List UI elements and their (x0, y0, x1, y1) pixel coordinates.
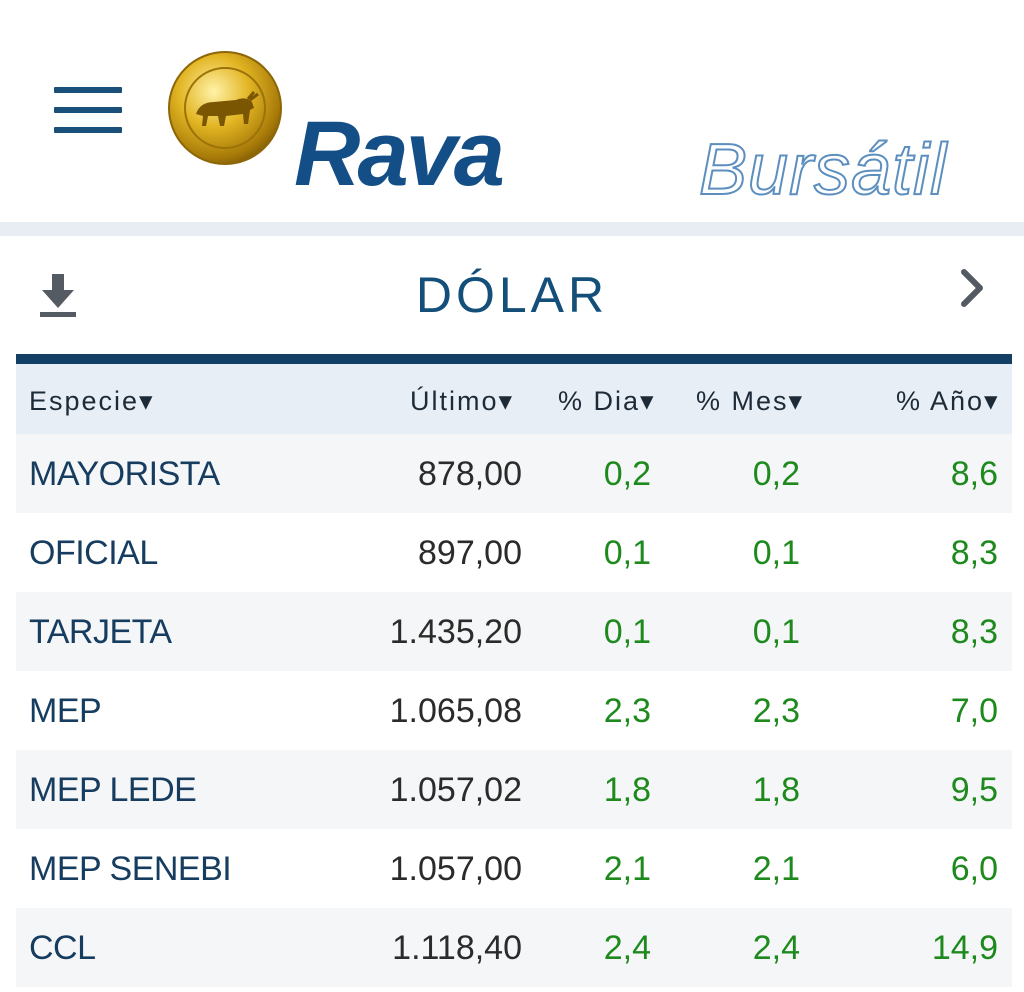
dia-cell: 1,8 (603, 771, 651, 809)
header-divider (0, 222, 1024, 236)
table-row[interactable]: MEP LEDE 1.057,02 1,8 1,8 9,5 (16, 750, 1012, 829)
table-row[interactable]: CCL 1.118,40 2,4 2,4 14,9 (16, 908, 1012, 987)
column-header-especie[interactable]: Especie▾ (29, 386, 155, 416)
logo-wordmark: Rava (294, 103, 505, 205)
especie-cell[interactable]: CCL (29, 929, 96, 967)
table-row[interactable]: OFICIAL 897,00 0,1 0,1 8,3 (16, 513, 1012, 592)
card-header (16, 236, 1012, 354)
column-header-anio[interactable]: % Año▾ (896, 386, 1000, 416)
table-header: Especie▾ Último▾ % Dia▾ % Mes▾ % Año▾ (16, 364, 1012, 434)
dia-cell: 0,2 (603, 455, 651, 493)
rava-bursatil-logo[interactable]: Rava Bursátil (166, 50, 947, 207)
dia-cell: 0,1 (603, 613, 651, 651)
dia-cell: 2,4 (603, 929, 651, 967)
title-rule (16, 354, 1012, 364)
mes-cell: 0,1 (752, 534, 800, 572)
anio-cell: 8,3 (950, 534, 998, 572)
download-icon[interactable] (38, 270, 78, 320)
hamburger-menu-icon[interactable] (54, 87, 124, 135)
anio-cell: 7,0 (950, 692, 998, 730)
ultimo-cell: 878,00 (418, 455, 522, 493)
anio-cell: 8,6 (950, 455, 998, 493)
ultimo-cell: 1.057,02 (389, 771, 522, 809)
chevron-right-icon[interactable] (952, 266, 992, 310)
table-row[interactable]: MEP 1.065,08 2,3 2,3 7,0 (16, 671, 1012, 750)
anio-cell: 8,3 (950, 613, 998, 651)
ultimo-cell: 897,00 (418, 534, 522, 572)
anio-cell: 6,0 (950, 850, 998, 888)
ultimo-cell: 1.065,08 (389, 692, 522, 730)
especie-cell[interactable]: MAYORISTA (29, 455, 220, 493)
especie-cell[interactable]: MEP SENEBI (29, 850, 232, 888)
logo-subtitle: Bursátil (698, 130, 948, 210)
especie-cell[interactable]: MEP LEDE (29, 771, 197, 809)
column-header-mes[interactable]: % Mes▾ (696, 386, 805, 416)
column-header-ultimo[interactable]: Último▾ (410, 386, 515, 416)
anio-cell: 14,9 (931, 929, 998, 967)
mes-cell: 2,1 (752, 850, 800, 888)
column-header-dia[interactable]: % Dia▾ (558, 386, 656, 416)
mes-cell: 0,1 (752, 613, 800, 651)
ultimo-cell: 1.435,20 (389, 613, 522, 651)
mes-cell: 2,3 (752, 692, 800, 730)
mes-cell: 2,4 (752, 929, 800, 967)
table-row[interactable]: TARJETA 1.435,20 0,1 0,1 8,3 (16, 592, 1012, 671)
bull-coin-icon (168, 51, 282, 165)
site-header: Rava Bursátil (0, 0, 1024, 222)
dia-cell: 2,3 (603, 692, 651, 730)
ultimo-cell: 1.118,40 (392, 929, 522, 967)
especie-cell[interactable]: OFICIAL (29, 534, 158, 572)
dia-cell: 2,1 (603, 850, 651, 888)
mes-cell: 0,2 (752, 455, 800, 493)
anio-cell: 9,5 (950, 771, 998, 809)
table-row[interactable]: MEP SENEBI 1.057,00 2,1 2,1 6,0 (16, 829, 1012, 908)
mes-cell: 1,8 (752, 771, 800, 809)
especie-cell[interactable]: MEP (29, 692, 102, 730)
table-row[interactable]: MAYORISTA 878,00 0,2 0,2 8,6 (16, 434, 1012, 513)
ultimo-cell: 1.057,00 (389, 850, 522, 888)
especie-cell[interactable]: TARJETA (29, 613, 172, 651)
card-title: DÓLAR (415, 267, 609, 323)
dia-cell: 0,1 (603, 534, 651, 572)
